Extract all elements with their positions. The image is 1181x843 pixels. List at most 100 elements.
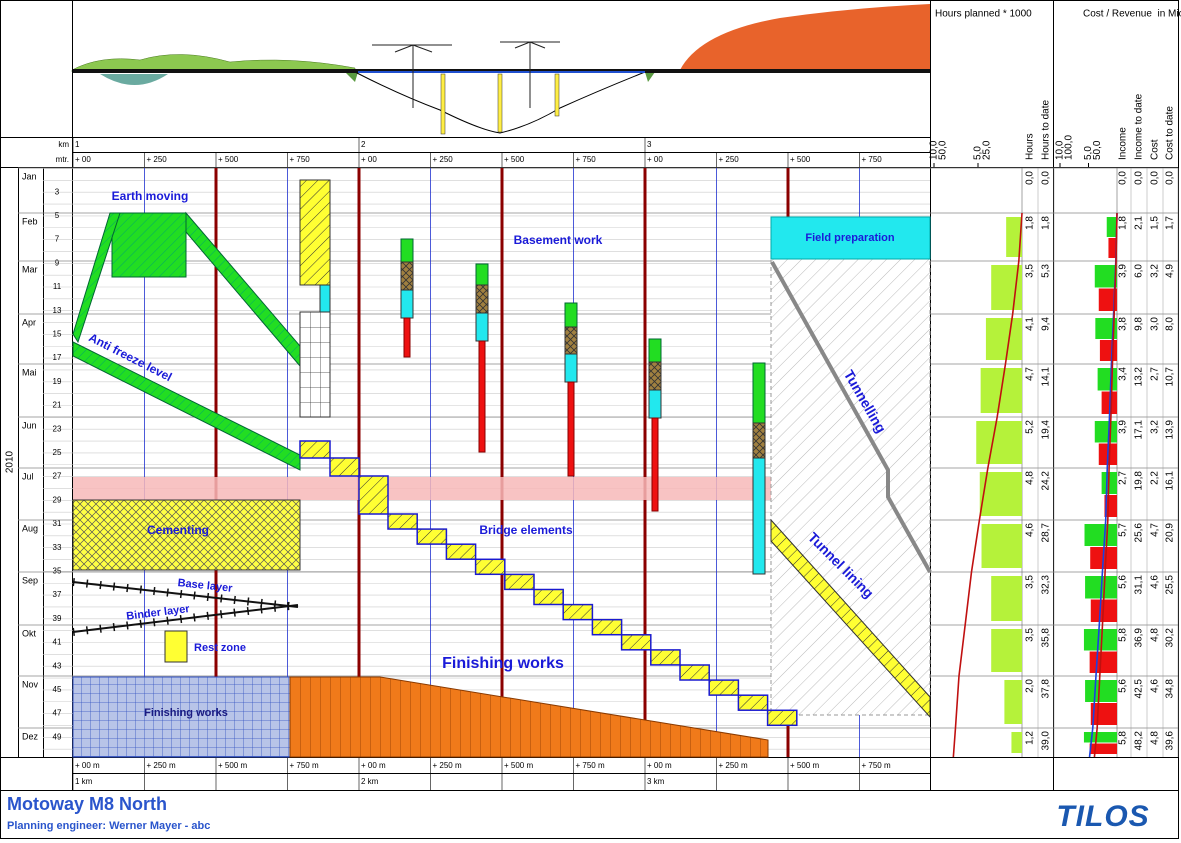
station-label: + 750 m [576,761,605,770]
hours-bar [976,421,1022,464]
finishing-band [289,676,769,758]
week-label: 15 [53,330,62,339]
table-value: 8,0 [1165,317,1176,331]
bridge-element [416,528,448,545]
month-label: Dez [22,731,39,741]
hours-bar [1006,217,1022,257]
m-unit: mtr. [56,155,69,164]
hours-to-date-line [952,212,1023,758]
week-label: 33 [53,543,62,552]
table-value: 3,4 [1118,367,1129,381]
cost-to-date-line [1093,212,1118,758]
month-label: Mai [22,367,37,377]
terrain-profile [497,73,503,133]
layer-lines [72,578,299,636]
table-value: 16,1 [1165,471,1176,491]
terrain-profile [440,73,446,135]
page-subtitle: Planning engineer: Werner Mayer - abc [7,820,210,832]
station-label: + 500 [504,155,525,164]
table-value: 17,1 [1134,420,1145,440]
holiday-band [73,477,930,500]
km-label: 2 [361,140,366,149]
income-bar [1085,680,1117,702]
bridge-element [329,457,360,477]
panel-title: Hours planned * 1000 [935,9,1032,20]
hours-bar [1011,732,1022,753]
month-label: Jun [22,420,37,430]
bridge-element [591,618,623,636]
pier-bars [400,238,766,575]
cost-bar [1089,743,1117,754]
table-value: 0,0 [1150,171,1161,185]
anti-freeze-bar [72,341,301,471]
scale-label: 10,0 [929,140,940,160]
activity-label: Bridge elements [479,523,573,537]
income-bar [1106,217,1117,237]
cost-bar [1099,340,1117,361]
table-value: 4,8 [1150,628,1161,642]
earth-moving-block [111,212,187,278]
month-label: Jan [22,171,37,181]
table-value: 24,2 [1041,471,1052,491]
pier-segment [564,326,578,355]
km-label: 1 [75,140,80,149]
activity-label: Cementing [147,523,209,537]
week-label: 41 [53,638,62,647]
year-label: 2010 [5,450,16,473]
income-bar [1084,524,1117,546]
week-label: 11 [53,282,62,291]
tunnel-area [770,258,931,716]
week-label: 31 [53,519,62,528]
station-label: + 250 [719,155,740,164]
abutment-block [319,284,331,313]
station-label: + 250 m [719,761,748,770]
week-label: 43 [53,661,62,670]
terrain-profile [372,41,560,108]
terrain-profile [372,44,452,108]
table-value: 4,9 [1165,264,1176,278]
station-label: + 00 [75,155,91,164]
frame-lines [0,0,1178,791]
bridge-element [504,573,535,591]
table-value: 3,5 [1025,575,1036,589]
bridge-elements-bars [299,440,798,727]
station-label: + 750 m [862,761,891,770]
table-value: 1,2 [1025,731,1036,745]
table-value: 32,3 [1041,575,1052,595]
table-value: 13,2 [1134,367,1145,387]
week-label: 19 [53,377,62,386]
km-label: 3 [647,140,652,149]
week-label: 13 [53,306,62,315]
table-value: 4,8 [1025,471,1036,485]
table-value: 20,9 [1165,523,1176,543]
table-value: 0,0 [1134,171,1145,185]
pier-segment [648,361,662,391]
table-value: 2,2 [1150,471,1161,485]
station-label: + 500 m [504,761,533,770]
table-value: 3,0 [1150,317,1161,331]
pier-segment [564,302,578,328]
scale-label: 5,0 [1083,146,1094,160]
station-label: + 250 [433,155,454,164]
logo: TILOS [1056,800,1149,833]
week-label: 47 [53,709,62,718]
table-value: 3,8 [1118,317,1129,331]
station-label: + 00 [647,155,663,164]
column-header: Income to date [1134,93,1145,160]
table-value: 42,5 [1134,679,1145,699]
week-label: 27 [53,472,62,481]
week-label: 17 [53,353,62,362]
footer: Motoway M8 North Planning engineer: Wern… [7,794,1149,833]
month-label: Apr [22,317,36,327]
table-value: 39,6 [1165,731,1176,751]
month-label: Jul [22,471,34,481]
station-label: + 00 m [361,761,386,770]
bridge-element [474,558,506,576]
table-value: 4,6 [1025,523,1036,537]
table-value: 1,7 [1165,216,1176,230]
activity-label: Field preparation [805,232,895,244]
month-label: Aug [22,523,38,533]
pier-segment [400,238,414,263]
field-preparation-bar [770,216,931,260]
